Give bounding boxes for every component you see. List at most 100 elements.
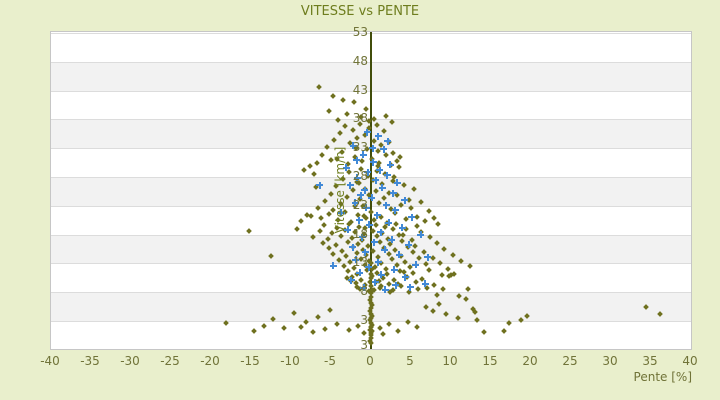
y-tick-label: 53 [352, 25, 368, 39]
data-point-blue [417, 231, 425, 239]
data-point-olive [431, 215, 438, 221]
data-point-olive [389, 226, 396, 233]
data-point-blue [349, 243, 357, 251]
data-point-blue [337, 209, 345, 217]
data-point-blue [412, 261, 420, 269]
data-point-blue [353, 156, 361, 164]
data-point-olive [451, 270, 458, 277]
data-point-blue [391, 206, 399, 214]
y-tick-label: 23 [352, 197, 368, 212]
data-point-olive [464, 285, 471, 292]
x-tick-label: -30 [120, 354, 140, 368]
data-point-blue [344, 226, 352, 234]
data-point-olive [319, 152, 326, 158]
x-tick-label: 25 [562, 354, 578, 368]
x-tick-label: 10 [442, 354, 458, 368]
y-tick-label: 13 [352, 255, 368, 270]
y-tick-label: 43 [352, 82, 368, 97]
data-point-blue [406, 283, 414, 291]
data-point-olive [444, 266, 451, 272]
data-point-blue [351, 199, 359, 207]
data-point-blue [388, 236, 396, 244]
x-tick-label: -10 [280, 354, 300, 368]
data-point-olive [294, 225, 301, 232]
data-point-blue [369, 144, 377, 152]
data-point-blue [365, 221, 373, 229]
data-point-blue [374, 132, 382, 140]
data-point-olive [313, 160, 320, 167]
y-tick-label: 33 [352, 140, 368, 155]
data-point-olive [439, 272, 446, 279]
data-point-blue [381, 246, 389, 254]
data-point-blue [377, 228, 385, 236]
data-point-blue [392, 281, 400, 289]
data-point-olive [425, 266, 432, 273]
data-point-olive [300, 166, 307, 173]
y-axis-bottom-label: 3 [360, 338, 368, 352]
data-point-olive [351, 99, 358, 105]
data-point-blue [369, 158, 377, 166]
data-point-olive [260, 322, 267, 329]
data-point-olive [280, 325, 287, 331]
data-point-blue [401, 196, 409, 204]
data-point-blue [381, 286, 389, 294]
data-point-olive [309, 329, 316, 335]
data-point-olive [340, 97, 346, 104]
data-point-olive [359, 158, 366, 165]
data-point-blue [372, 176, 380, 184]
data-point-olive [316, 228, 323, 234]
x-tick-label: -35 [80, 354, 100, 368]
data-point-blue [365, 263, 373, 271]
x-tick-label: 15 [482, 354, 498, 368]
data-point-olive [480, 329, 487, 335]
data-point-blue [368, 194, 376, 202]
y-axis-zero-line [370, 32, 372, 349]
data-point-blue [376, 166, 384, 174]
data-point-blue [408, 213, 416, 221]
data-point-olive [307, 163, 314, 169]
x-tick-label: 20 [522, 354, 538, 368]
x-tick-label: -15 [240, 354, 260, 368]
data-point-olive [435, 220, 442, 227]
data-point-olive [395, 328, 402, 335]
x-tick-label: -40 [40, 354, 60, 368]
data-point-blue [405, 241, 413, 249]
data-point-olive [412, 279, 419, 286]
data-point-blue [349, 142, 357, 150]
data-point-blue [364, 168, 372, 176]
data-point-olive [414, 214, 421, 221]
y-tick-label: 8 [360, 284, 368, 299]
data-point-blue [401, 273, 409, 281]
data-point-olive [311, 170, 318, 177]
data-point-blue [362, 204, 370, 212]
x-axis-title: Pente [%] [633, 370, 692, 384]
data-point-olive [380, 330, 386, 337]
data-point-olive [358, 276, 365, 283]
data-point-olive [372, 221, 379, 228]
data-point-blue [329, 262, 337, 270]
data-point-blue [342, 164, 350, 172]
data-point-blue [374, 258, 382, 266]
data-point-blue [384, 137, 392, 145]
data-point-blue [371, 278, 379, 286]
y-axis-title: Vitesse [km/h] [333, 146, 347, 234]
data-point-olive [251, 327, 258, 334]
data-point-olive [246, 228, 253, 234]
x-tick-label: 5 [406, 354, 414, 368]
data-point-blue [377, 271, 385, 279]
y-tick-label: 38 [352, 111, 368, 126]
data-point-blue [383, 171, 391, 179]
data-point-olive [344, 268, 351, 275]
data-point-olive [325, 211, 332, 217]
y-tick-label: 28 [352, 169, 368, 183]
data-point-blue [390, 266, 398, 274]
data-point-blue [421, 280, 429, 288]
data-point-blue [355, 216, 363, 224]
data-point-olive [318, 215, 325, 221]
data-point-olive [370, 227, 377, 234]
data-point-blue [373, 211, 381, 219]
data-point-blue [380, 145, 388, 153]
data-point-blue [378, 184, 386, 192]
data-point-olive [436, 260, 443, 267]
